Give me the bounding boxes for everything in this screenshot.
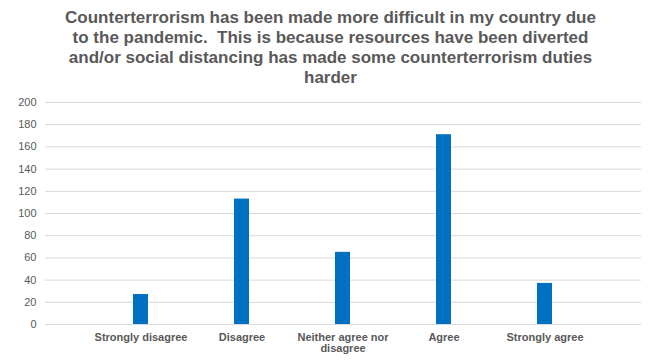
svg-text:20: 20: [24, 296, 36, 308]
svg-text:Strongly disagree: Strongly disagree: [95, 331, 188, 343]
svg-text:120: 120: [18, 185, 36, 197]
svg-text:100: 100: [18, 207, 36, 219]
svg-text:Disagree: Disagree: [219, 331, 265, 343]
svg-text:60: 60: [24, 251, 36, 263]
html-text:Counterterrorism has been made: Counterterrorism has been made more diff…: [65, 8, 601, 87]
svg-text:140: 140: [18, 163, 36, 175]
svg-text:40: 40: [24, 274, 36, 286]
svg-text:Strongly agree: Strongly agree: [506, 331, 583, 343]
svg-text:0: 0: [30, 318, 36, 330]
svg-text:200: 200: [18, 96, 36, 108]
svg-text:180: 180: [18, 118, 36, 130]
svg-text:80: 80: [24, 229, 36, 241]
svg-text:Neither agree nordisagree: Neither agree nordisagree: [297, 331, 389, 354]
svg-text:160: 160: [18, 140, 36, 152]
svg-text:Agree: Agree: [428, 331, 459, 343]
